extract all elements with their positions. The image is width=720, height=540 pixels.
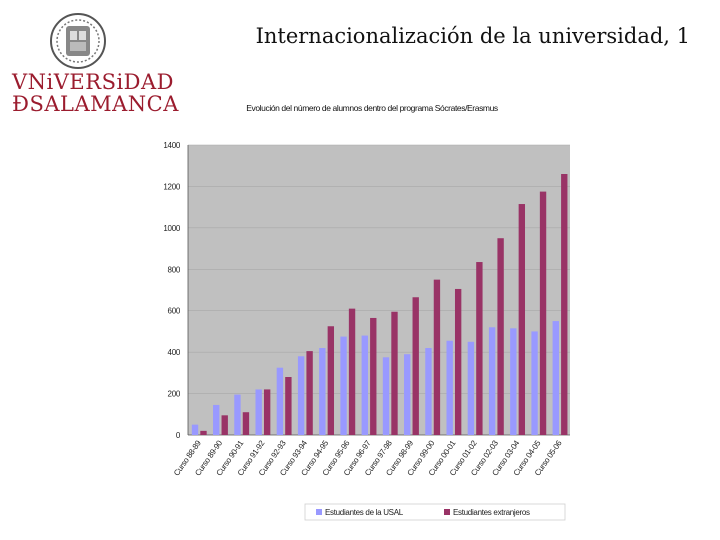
bar-usal [467,341,475,435]
logo-text-line2: ÐSALAMANCA [12,92,179,116]
bar-usal [276,367,284,435]
y-tick-label: 800 [168,265,181,274]
bar-usal [382,357,390,435]
bar-usal [213,404,220,435]
chart-legend: Estudiantes de la USAL Estudiantes extran… [304,503,566,521]
bar-usal [404,354,411,435]
bar-usal [425,348,432,435]
bar-usal [340,336,347,435]
bar-extranjeros [327,326,335,435]
legend-entry: Estudiantes extranjeros [453,508,530,517]
bar-usal [319,348,326,435]
chart-title: Evolución del número de alumnos dentro d… [246,103,498,113]
y-tick-label: 200 [168,390,181,399]
university-logo: VNiVERSiDAD ÐSALAMANCA [8,8,178,116]
bar-extranjeros [412,297,419,435]
bar-extranjeros [370,317,377,435]
legend-swatch [444,509,450,515]
erasmus-bar-chart: Evolución del número de alumnos dentro d… [163,103,570,521]
bar-usal [510,328,517,435]
bar-extranjeros [476,262,483,435]
bar-extranjeros [221,415,228,435]
bar-extranjeros [263,389,271,435]
y-tick-label: 1200 [163,182,180,191]
legend-box [304,503,566,521]
bar-usal [446,340,453,435]
bar-extranjeros [454,288,462,435]
plot-background [188,145,570,435]
legend-entry: Estudiantes de la USAL [325,508,404,517]
y-tick-label: 400 [168,348,181,357]
university-seal-icon [50,13,106,69]
bar-usal [191,424,199,435]
bar-extranjeros [348,308,356,435]
legend-swatch [316,509,322,515]
y-tick-label: 0 [176,431,181,440]
bar-usal [361,335,368,435]
y-tick-label: 600 [168,307,181,316]
y-tick-label: 1400 [163,141,180,150]
bar-extranjeros [539,191,547,435]
logo-text-line1: VNiVERSiDAD [12,70,175,94]
bar-usal [297,356,305,435]
bar-extranjeros [391,311,398,435]
bar-usal [488,327,496,435]
bar-usal [531,331,538,435]
slide-title: Internacionalización de la universidad, … [255,24,690,48]
bar-usal [234,394,241,435]
bar-extranjeros [200,430,207,435]
bar-extranjeros [497,238,504,435]
bar-extranjeros [306,351,313,435]
y-tick-label: 1000 [163,224,180,233]
bar-usal [255,389,262,435]
bar-extranjeros [285,377,292,435]
bar-extranjeros [242,412,250,435]
bar-extranjeros [518,204,526,435]
bar-extranjeros [433,279,441,435]
bar-extranjeros [561,174,568,435]
bar-usal [552,321,559,435]
